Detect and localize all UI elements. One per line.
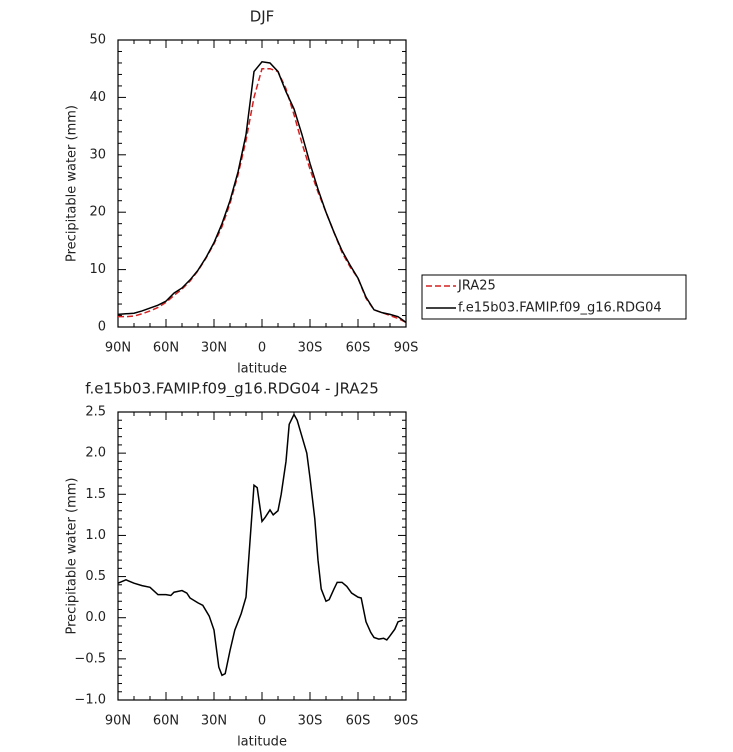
x-tick-label: 30N [201, 714, 227, 729]
plot-frame [117, 39, 407, 328]
x-tick-label: 60S [346, 714, 371, 729]
y-tick-label: 2.0 [85, 446, 106, 461]
data-line [118, 67, 407, 324]
x-tick-label: 30S [298, 714, 323, 729]
y-tick-label: −0.5 [74, 651, 106, 666]
chart-title: DJF [250, 8, 275, 26]
x-axis-label: latitude [237, 735, 287, 750]
data-line [117, 412, 404, 677]
legend-box [421, 274, 687, 320]
x-tick-label: 30N [201, 341, 227, 356]
x-tick-label: 60N [153, 714, 179, 729]
x-tick-label: 30S [298, 341, 323, 356]
x-tick-label: 60N [153, 341, 179, 356]
x-tick-label: 90S [394, 341, 419, 356]
chart-title: f.e15b03.FAMIP.f09_g16.RDG04 - JRA25 [85, 380, 378, 399]
y-tick-label: 2.5 [85, 405, 106, 420]
legend-label: JRA25 [457, 279, 496, 294]
y-tick-label: −1.0 [74, 693, 106, 708]
legend-label: f.e15b03.FAMIP.f09_g16.RDG04 [458, 301, 662, 316]
y-tick-label: 0.0 [85, 610, 106, 625]
y-tick-label: 0 [98, 320, 106, 335]
x-tick-label: 90N [105, 714, 131, 729]
y-tick-label: 1.5 [85, 487, 106, 502]
y-tick-label: 1.0 [85, 528, 106, 543]
y-tick-label: 0.5 [85, 569, 106, 584]
x-axis-label: latitude [237, 362, 287, 377]
y-axis-label: Precipitable water (mm) [65, 105, 80, 262]
plot-frame [117, 411, 407, 701]
x-tick-label: 0 [258, 714, 266, 729]
y-tick-label: 10 [89, 262, 106, 277]
y-tick-label: 40 [89, 90, 106, 105]
x-tick-label: 60S [346, 341, 371, 356]
x-tick-label: 0 [258, 341, 266, 356]
x-tick-label: 90N [105, 341, 131, 356]
y-tick-label: 30 [89, 147, 106, 162]
x-tick-label: 90S [394, 714, 419, 729]
y-tick-label: 50 [89, 33, 106, 48]
y-axis-label: Precipitable water (mm) [65, 478, 80, 635]
y-tick-label: 20 [89, 205, 106, 220]
data-line [117, 61, 407, 324]
